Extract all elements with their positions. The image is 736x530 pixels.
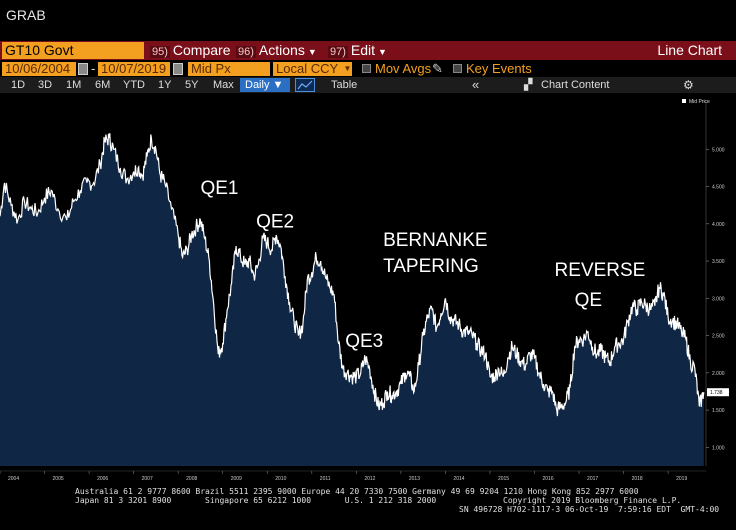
actions-menu[interactable]: 96) Actions ▼ — [236, 42, 317, 59]
compare-menu-number: 95) — [150, 46, 170, 58]
range-ytd[interactable]: YTD — [123, 79, 145, 91]
x-tick-label: 2018 — [632, 476, 643, 482]
footer-contacts-line2: Japan 81 3 3201 8900 Singapore 65 6212 1… — [75, 496, 437, 505]
chart-annotation: QE3 — [345, 331, 383, 352]
legend-label: Mid Price — [689, 99, 710, 105]
footer: Australia 61 2 9777 8600 Brazil 5511 239… — [0, 484, 736, 530]
footer-copyright: Copyright 2019 Bloomberg Finance L.P. — [503, 496, 682, 505]
x-tick-label: 2007 — [142, 476, 153, 482]
x-tick-label: 2012 — [364, 476, 375, 482]
chart-content-icon[interactable]: ▞ — [524, 79, 533, 91]
price-series-line — [0, 133, 705, 417]
ticker-input[interactable]: GT10 Govt — [2, 42, 144, 59]
edit-menu-label: Edit — [350, 42, 376, 58]
currency-select[interactable]: Local CCY — [273, 62, 343, 76]
line-chart-icon — [297, 80, 313, 90]
key-events-checkbox[interactable] — [453, 64, 462, 73]
date-range-separator: - — [91, 61, 96, 76]
x-tick-label: 2011 — [320, 476, 331, 482]
y-tick-label: 1.500 — [712, 408, 725, 414]
compare-menu-label: Compare — [172, 42, 231, 58]
y-tick-label: 5.000 — [712, 147, 725, 153]
command-bar: GT10 Govt 95) Compare 96) Actions ▼ 97) Edit… — [0, 41, 736, 60]
edit-caret-icon: ▼ — [378, 47, 387, 57]
chart-content-button[interactable]: Chart Content — [541, 79, 610, 91]
x-tick-label: 2008 — [186, 476, 197, 482]
range-max[interactable]: Max — [213, 79, 234, 91]
range-6m[interactable]: 6M — [95, 79, 111, 91]
y-tick-label: 2.000 — [712, 371, 725, 377]
x-tick-label: 2013 — [409, 476, 420, 482]
y-tick-label: 4.000 — [712, 222, 725, 228]
x-tick-label: 2009 — [231, 476, 242, 482]
x-tick-label: 2006 — [97, 476, 108, 482]
chart-annotation: QE2 — [256, 212, 294, 233]
price-area-fill — [0, 133, 704, 466]
price-chart: 1.000 1.500 2.000 2.500 3.000 3.500 4.000 4.500… — [0, 99, 729, 482]
last-value-tag — [707, 388, 729, 397]
y-tick-label: 3.000 — [712, 296, 725, 302]
y-tick-label: 3.500 — [712, 259, 725, 265]
chart-annotation: BERNANKE — [383, 230, 488, 251]
x-tick-label: 2004 — [8, 476, 19, 482]
x-tick-label: 2017 — [587, 476, 598, 482]
actions-menu-number: 96) — [236, 46, 256, 58]
chart-style-icon[interactable] — [295, 78, 315, 92]
mov-avgs-label[interactable]: Mov Avgs — [375, 61, 432, 76]
x-tick-label: 2014 — [453, 476, 464, 482]
chart-annotation: TAPERING — [383, 256, 479, 277]
window-title: GRAB — [6, 7, 46, 23]
last-value-label: 1.738 — [710, 390, 723, 396]
frequency-label: Daily — [245, 79, 270, 91]
y-tick-label: 2.500 — [712, 334, 725, 340]
chart-type-label: Line Chart — [657, 42, 722, 58]
actions-menu-label: Actions — [258, 42, 305, 58]
end-calendar-icon[interactable] — [173, 63, 183, 75]
chart-annotation: QE1 — [200, 178, 238, 199]
edit-menu[interactable]: 97) Edit ▼ — [328, 42, 387, 59]
range-5y[interactable]: 5Y — [185, 79, 199, 91]
y-tick-label: 1.000 — [712, 445, 725, 451]
x-tick-label: 2016 — [543, 476, 554, 482]
compare-menu[interactable]: 95) Compare — [150, 42, 231, 59]
x-tick-label: 2019 — [676, 476, 687, 482]
mov-avgs-checkbox[interactable] — [362, 64, 371, 73]
range-bar: 1D 3D 1M 6M YTD 1Y 5Y Max Daily ▼ Table … — [0, 77, 736, 93]
title-bar: GRAB — [0, 0, 736, 40]
chart-annotation: REVERSE — [555, 260, 646, 281]
key-events-label[interactable]: Key Events — [466, 61, 532, 76]
legend-swatch — [682, 99, 686, 103]
x-tick-label: 2015 — [498, 476, 509, 482]
frequency-caret-icon: ▼ — [272, 79, 284, 91]
start-calendar-icon[interactable] — [78, 63, 88, 75]
table-button[interactable]: Table — [331, 79, 358, 91]
currency-dropdown-icon[interactable]: ▼ — [343, 62, 352, 76]
parameter-bar: 10/06/2004 - 10/07/2019 Mid Px Local CCY… — [0, 61, 736, 77]
y-tick-label: 4.500 — [712, 185, 725, 191]
settings-gear-icon[interactable]: ⚙ — [683, 78, 694, 92]
start-date-field[interactable]: 10/06/2004 — [2, 62, 76, 76]
collapse-left-icon[interactable]: « — [472, 77, 480, 92]
frequency-dropdown[interactable]: Daily ▼ — [240, 78, 290, 92]
range-1y[interactable]: 1Y — [158, 79, 172, 91]
end-date-field[interactable]: 10/07/2019 — [98, 62, 170, 76]
actions-caret-icon: ▼ — [307, 47, 317, 57]
footer-contacts-line1: Australia 61 2 9777 8600 Brazil 5511 239… — [75, 487, 639, 496]
range-3d[interactable]: 3D — [38, 79, 53, 91]
range-1d[interactable]: 1D — [11, 79, 26, 91]
x-tick-label: 2005 — [53, 476, 64, 482]
footer-session-info: SN 496728 H702-1117-3 06-Oct-19 7:59:16 … — [459, 505, 720, 514]
edit-menu-number: 97) — [328, 46, 348, 58]
range-1m[interactable]: 1M — [66, 79, 82, 91]
chart-annotation: QE — [575, 290, 602, 311]
price-field-select[interactable]: Mid Px — [188, 62, 270, 76]
pencil-icon[interactable]: ✎ — [432, 61, 443, 76]
x-tick-label: 2010 — [275, 476, 286, 482]
